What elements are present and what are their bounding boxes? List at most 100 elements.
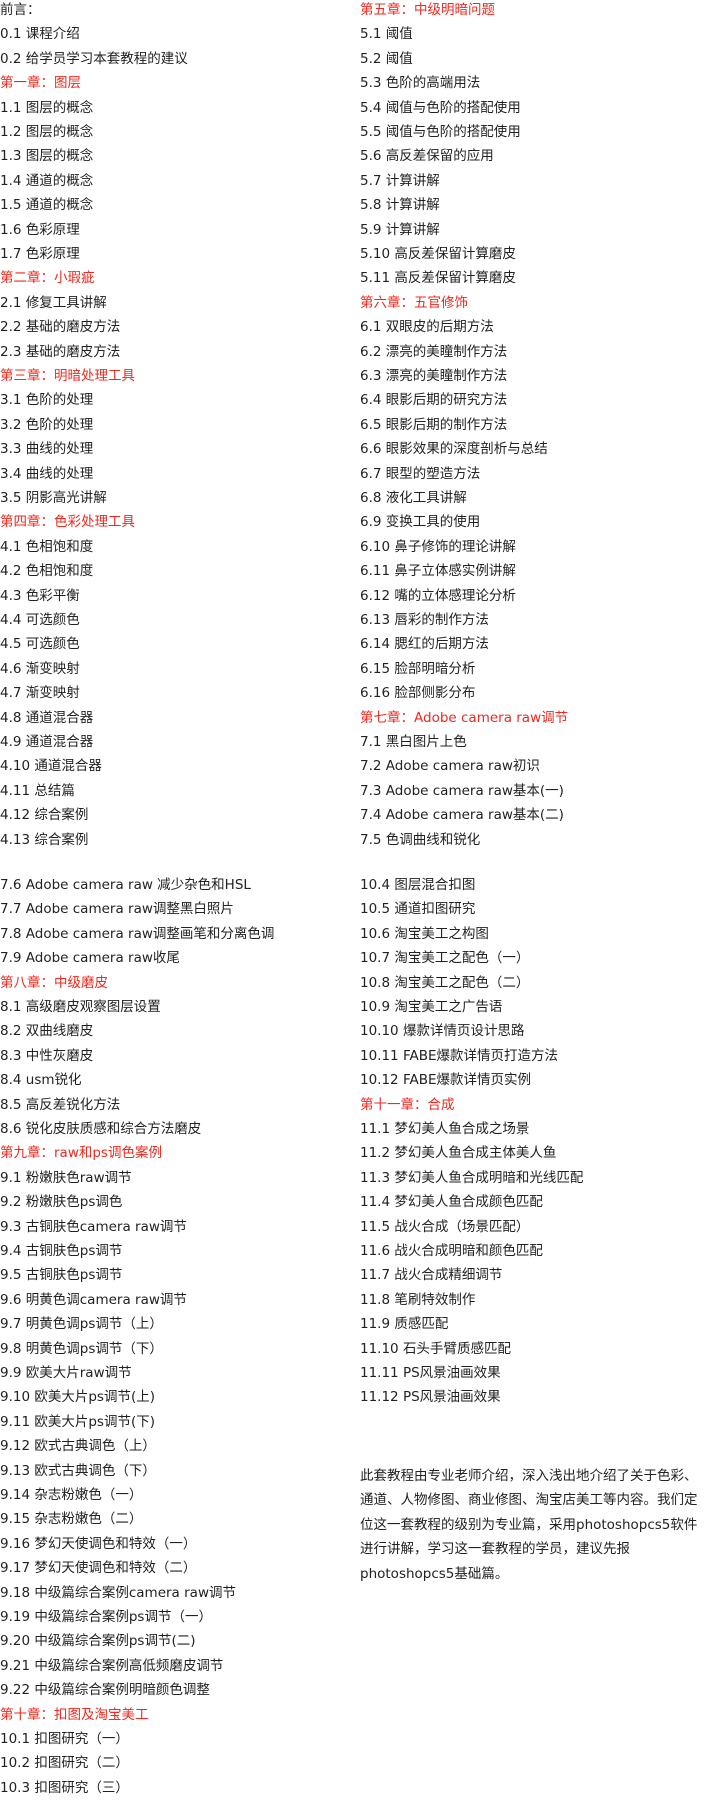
lesson-item: 5.1 阈值: [360, 26, 413, 43]
lesson-item: 1.3 图层的概念: [0, 148, 94, 165]
lesson-item: 8.6 锐化皮肤质感和综合方法磨皮: [0, 1121, 202, 1137]
lesson-item: 11.7 战火合成精细调节: [360, 1267, 503, 1284]
lesson-item: 2.2 基础的磨皮方法: [0, 319, 121, 336]
lesson-item: 9.2 粉嫩肤色ps调色: [0, 1194, 123, 1211]
lesson-item: 1.7 色彩原理: [0, 246, 80, 262]
lesson-item: 4.6 渐变映射: [0, 660, 80, 677]
lesson-item: 9.17 梦幻天使调色和特效（二）: [0, 1560, 197, 1577]
lesson-item: 8.3 中性灰磨皮: [0, 1047, 94, 1064]
lesson-item: 9.5 古铜肤色ps调节: [0, 1267, 123, 1284]
lesson-item: 9.15 杂志粉嫩色（二）: [0, 1511, 143, 1528]
lesson-item: 4.2 色相饱和度: [0, 563, 94, 580]
lesson-item: 10.1 扣图研究（一）: [0, 1731, 129, 1747]
lesson-item: 8.4 usm锐化: [0, 1072, 82, 1089]
lesson-item: 1.1 图层的概念: [0, 99, 94, 116]
lesson-item: 8.2 双曲线磨皮: [0, 1023, 94, 1040]
lesson-item: 5.2 阈值: [360, 50, 413, 67]
lesson-item: 2.1 修复工具讲解: [0, 294, 107, 311]
lesson-item: 7.1 黑白图片上色: [360, 734, 467, 750]
chapter-heading: 第八章：中级磨皮: [0, 974, 108, 991]
lesson-item: 5.5 阈值与色阶的搭配使用: [360, 124, 521, 140]
lesson-item: 4.10 通道混合器: [0, 758, 102, 775]
lesson-item: 9.7 明黄色调ps调节（上）: [0, 1316, 163, 1333]
chapter-heading: 第三章：明暗处理工具: [0, 368, 135, 384]
lesson-item: 9.13 欧式古典调色（下）: [0, 1462, 156, 1479]
lesson-item: 10.11 FABE爆款详情页打造方法: [360, 1047, 558, 1064]
lesson-item: 9.8 明黄色调ps调节（下）: [0, 1340, 163, 1357]
chapter-heading: 第四章：色彩处理工具: [0, 514, 135, 531]
lesson-item: 10.10 爆款详情页设计思路: [360, 1023, 525, 1040]
lesson-item: 前言：: [0, 2, 41, 18]
lesson-item: 5.6 高反差保留的应用: [360, 148, 494, 165]
lesson-item: 9.20 中级篇综合案例ps调节(二): [0, 1633, 196, 1650]
lesson-item: 5.11 高反差保留计算磨皮: [360, 270, 516, 287]
lesson-item: 6.11 鼻子立体感实例讲解: [360, 563, 516, 580]
lesson-item: 9.21 中级篇综合案例高低频磨皮调节: [0, 1657, 224, 1674]
lesson-item: 11.6 战火合成明暗和颜色匹配: [360, 1243, 543, 1259]
lesson-item: 8.5 高反差锐化方法: [0, 1096, 121, 1113]
lesson-item: 11.4 梦幻美人鱼合成颜色匹配: [360, 1194, 543, 1211]
lesson-item: 9.14 杂志粉嫩色（一）: [0, 1487, 143, 1503]
lesson-item: 4.3 色彩平衡: [0, 587, 80, 604]
lesson-item: 9.6 明黄色调camera raw调节: [0, 1291, 187, 1308]
lesson-item: 7.5 色调曲线和锐化: [360, 831, 481, 848]
lesson-item: 11.5 战火合成（场景匹配）: [360, 1218, 530, 1235]
lesson-item: 11.3 梦幻美人鱼合成明暗和光线匹配: [360, 1169, 584, 1186]
lesson-item: 9.10 欧美大片ps调节(上): [0, 1389, 155, 1406]
lesson-item: 5.10 高反差保留计算磨皮: [360, 246, 516, 262]
lesson-item: 4.12 综合案例: [0, 807, 89, 824]
lesson-item: 10.12 FABE爆款详情页实例: [360, 1072, 531, 1089]
lesson-item: 6.9 变换工具的使用: [360, 514, 481, 531]
lesson-item: 6.7 眼型的塑造方法: [360, 465, 481, 482]
lesson-item: 7.7 Adobe camera raw调整黑白照片: [0, 901, 234, 918]
chapter-heading: 第十一章：合成: [360, 1096, 455, 1113]
lesson-item: 10.7 淘宝美工之配色（一）: [360, 950, 530, 967]
lesson-item: 3.2 色阶的处理: [0, 416, 94, 433]
lesson-item: 6.1 双眼皮的后期方法: [360, 319, 494, 336]
lesson-item: 6.5 眼影后期的制作方法: [360, 416, 508, 433]
lesson-item: 10.9 淘宝美工之广告语: [360, 999, 503, 1015]
lesson-item: 3.5 阴影高光讲解: [0, 490, 107, 506]
lesson-item: 9.1 粉嫩肤色raw调节: [0, 1169, 132, 1186]
lesson-item: 10.4 图层混合扣图: [360, 877, 476, 893]
lesson-item: 5.9 计算讲解: [360, 221, 440, 238]
lesson-item: 9.11 欧美大片ps调节(下): [0, 1413, 155, 1430]
lesson-item: 6.12 嘴的立体感理论分析: [360, 587, 516, 604]
lesson-item: 4.13 综合案例: [0, 831, 89, 848]
lesson-item: 3.4 曲线的处理: [0, 465, 94, 482]
lesson-item: 7.3 Adobe camera raw基本(一): [360, 782, 564, 799]
lesson-item: 11.8 笔刷特效制作: [360, 1291, 476, 1308]
lesson-item: 10.2 扣图研究（二）: [0, 1755, 129, 1772]
lesson-item: 10.3 扣图研究（三）: [0, 1779, 129, 1796]
lesson-item: 9.19 中级篇综合案例ps调节（一）: [0, 1609, 212, 1625]
chapter-heading: 第一章：图层: [0, 75, 81, 92]
lesson-item: 9.3 古铜肤色camera raw调节: [0, 1218, 187, 1235]
lesson-item: 10.8 淘宝美工之配色（二）: [360, 974, 530, 991]
lesson-item: 7.9 Adobe camera raw收尾: [0, 950, 180, 967]
lesson-item: 5.3 色阶的高端用法: [360, 75, 481, 92]
lesson-item: 6.8 液化工具讲解: [360, 490, 467, 506]
lesson-item: 6.14 腮红的后期方法: [360, 636, 489, 653]
lesson-item: 11.2 梦幻美人鱼合成主体美人鱼: [360, 1145, 557, 1162]
lesson-item: 1.4 通道的概念: [0, 172, 94, 189]
lesson-item: 10.5 通道扣图研究: [360, 901, 476, 918]
lesson-item: 6.2 漂亮的美瞳制作方法: [360, 343, 508, 360]
lesson-item: 11.9 质感匹配: [360, 1316, 449, 1333]
lesson-item: 4.8 通道混合器: [0, 709, 94, 726]
lesson-item: 11.12 PS风景油画效果: [360, 1389, 501, 1406]
lesson-item: 11.1 梦幻美人鱼合成之场景: [360, 1121, 530, 1137]
lesson-item: 4.11 总结篇: [0, 782, 75, 799]
lesson-item: 7.6 Adobe camera raw 减少杂色和HSL: [0, 877, 251, 893]
lesson-item: 9.12 欧式古典调色（上）: [0, 1438, 156, 1455]
lesson-item: 6.6 眼影效果的深度剖析与总结: [360, 441, 548, 458]
lesson-item: 6.13 唇彩的制作方法: [360, 612, 489, 628]
lesson-item: 0.1 课程介绍: [0, 26, 80, 43]
lesson-item: 4.1 色相饱和度: [0, 538, 94, 555]
lesson-item: 6.16 脸部侧影分布: [360, 685, 476, 702]
lesson-item: 0.2 给学员学习本套教程的建议: [0, 50, 188, 67]
lesson-item: 11.11 PS风景油画效果: [360, 1365, 501, 1381]
chapter-heading: 第十章：扣图及淘宝美工: [0, 1706, 149, 1723]
chapter-heading: 第二章：小瑕疵: [0, 270, 95, 287]
lesson-item: 9.9 欧美大片raw调节: [0, 1365, 132, 1381]
